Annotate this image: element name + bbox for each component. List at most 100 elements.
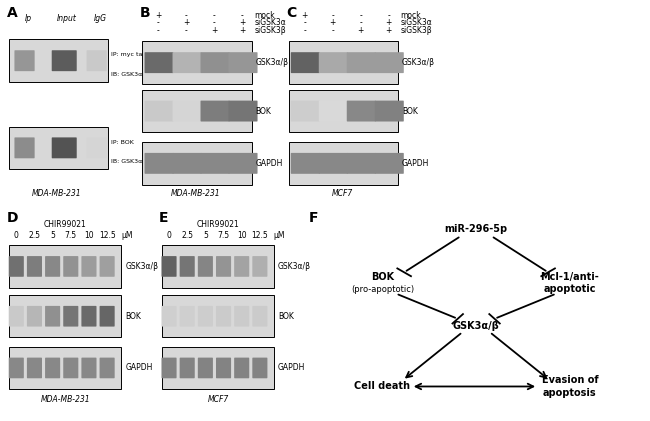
- Text: +: +: [330, 19, 336, 27]
- Bar: [9, 40, 107, 82]
- FancyBboxPatch shape: [198, 357, 213, 378]
- FancyBboxPatch shape: [229, 101, 257, 122]
- FancyBboxPatch shape: [179, 256, 195, 277]
- Text: CHIR99021: CHIR99021: [44, 221, 86, 229]
- Text: -: -: [332, 11, 334, 20]
- Text: BOK: BOK: [125, 312, 141, 321]
- FancyBboxPatch shape: [27, 256, 42, 277]
- Text: D: D: [6, 210, 18, 224]
- FancyBboxPatch shape: [27, 306, 42, 327]
- FancyBboxPatch shape: [86, 137, 107, 158]
- Text: BOK: BOK: [371, 272, 394, 282]
- Text: +: +: [385, 26, 392, 35]
- Text: -: -: [213, 19, 216, 27]
- Text: Input: Input: [57, 14, 77, 23]
- Bar: [9, 295, 121, 337]
- Text: -: -: [185, 11, 188, 20]
- Bar: [142, 90, 252, 132]
- FancyBboxPatch shape: [346, 153, 376, 174]
- Text: Mcl-1/anti-: Mcl-1/anti-: [541, 272, 599, 282]
- FancyBboxPatch shape: [198, 256, 213, 277]
- Text: -: -: [157, 26, 160, 35]
- Text: BOK: BOK: [255, 107, 272, 115]
- Text: -: -: [359, 11, 362, 20]
- Text: -: -: [387, 11, 390, 20]
- Text: 10: 10: [84, 231, 94, 240]
- FancyBboxPatch shape: [161, 256, 177, 277]
- FancyBboxPatch shape: [179, 306, 195, 327]
- Bar: [162, 295, 274, 337]
- Text: GAPDH: GAPDH: [255, 159, 283, 168]
- Text: GSK3α/β: GSK3α/β: [278, 262, 311, 271]
- Bar: [142, 142, 252, 185]
- FancyBboxPatch shape: [63, 306, 79, 327]
- Text: +: +: [385, 19, 392, 27]
- Text: GAPDH: GAPDH: [402, 159, 429, 168]
- FancyBboxPatch shape: [200, 101, 229, 122]
- FancyBboxPatch shape: [216, 256, 231, 277]
- FancyBboxPatch shape: [63, 357, 79, 378]
- FancyBboxPatch shape: [45, 357, 60, 378]
- Text: apoptotic: apoptotic: [543, 285, 596, 294]
- Text: -: -: [185, 26, 188, 35]
- FancyBboxPatch shape: [252, 256, 267, 277]
- FancyBboxPatch shape: [8, 256, 24, 277]
- FancyBboxPatch shape: [8, 306, 24, 327]
- Text: BOK: BOK: [278, 312, 294, 321]
- FancyBboxPatch shape: [172, 101, 202, 122]
- FancyBboxPatch shape: [14, 50, 34, 71]
- FancyBboxPatch shape: [216, 306, 231, 327]
- FancyBboxPatch shape: [172, 52, 202, 73]
- Text: Ip: Ip: [25, 14, 32, 23]
- Text: A: A: [6, 6, 18, 20]
- Text: CHIR99021: CHIR99021: [196, 221, 239, 229]
- Text: 2.5: 2.5: [29, 231, 40, 240]
- FancyBboxPatch shape: [161, 306, 177, 327]
- Text: +: +: [155, 11, 162, 20]
- FancyBboxPatch shape: [346, 101, 376, 122]
- Text: 5: 5: [50, 231, 55, 240]
- Text: siGSK3β: siGSK3β: [400, 26, 432, 35]
- Text: -: -: [304, 19, 306, 27]
- FancyBboxPatch shape: [99, 256, 114, 277]
- Text: GSK3α/β: GSK3α/β: [125, 262, 159, 271]
- Text: -: -: [241, 11, 244, 20]
- Text: +: +: [302, 11, 308, 20]
- Text: +: +: [358, 26, 364, 35]
- Bar: [162, 245, 274, 288]
- FancyBboxPatch shape: [200, 52, 229, 73]
- Text: 12.5: 12.5: [252, 231, 268, 240]
- Text: Cell death: Cell death: [354, 381, 410, 392]
- Text: μM: μM: [121, 231, 133, 240]
- FancyBboxPatch shape: [179, 357, 195, 378]
- FancyBboxPatch shape: [216, 357, 231, 378]
- Text: (pro-apoptotic): (pro-apoptotic): [351, 285, 414, 294]
- Text: MDA-MB-231: MDA-MB-231: [40, 395, 90, 404]
- Text: GSK3α/β: GSK3α/β: [402, 58, 435, 67]
- Text: mock: mock: [254, 11, 275, 20]
- Text: -: -: [359, 19, 362, 27]
- Text: -: -: [157, 19, 160, 27]
- FancyBboxPatch shape: [99, 306, 114, 327]
- Text: mock: mock: [400, 11, 421, 20]
- Text: MCF7: MCF7: [332, 189, 352, 198]
- FancyBboxPatch shape: [52, 137, 77, 158]
- Text: GAPDH: GAPDH: [125, 363, 153, 373]
- Text: 7.5: 7.5: [218, 231, 229, 240]
- FancyBboxPatch shape: [81, 357, 96, 378]
- FancyBboxPatch shape: [200, 153, 229, 174]
- Text: C: C: [286, 6, 296, 20]
- Text: siGSK3α: siGSK3α: [254, 19, 286, 27]
- FancyBboxPatch shape: [63, 256, 79, 277]
- FancyBboxPatch shape: [52, 50, 77, 71]
- Bar: [162, 347, 274, 389]
- FancyBboxPatch shape: [234, 357, 249, 378]
- Text: 0: 0: [166, 231, 172, 240]
- Text: MDA-MB-231: MDA-MB-231: [32, 189, 82, 198]
- FancyBboxPatch shape: [318, 153, 348, 174]
- Text: 7.5: 7.5: [65, 231, 77, 240]
- Text: +: +: [239, 19, 246, 27]
- Text: IgG: IgG: [94, 14, 107, 23]
- Text: miR-296-5p: miR-296-5p: [445, 224, 508, 234]
- FancyBboxPatch shape: [234, 306, 249, 327]
